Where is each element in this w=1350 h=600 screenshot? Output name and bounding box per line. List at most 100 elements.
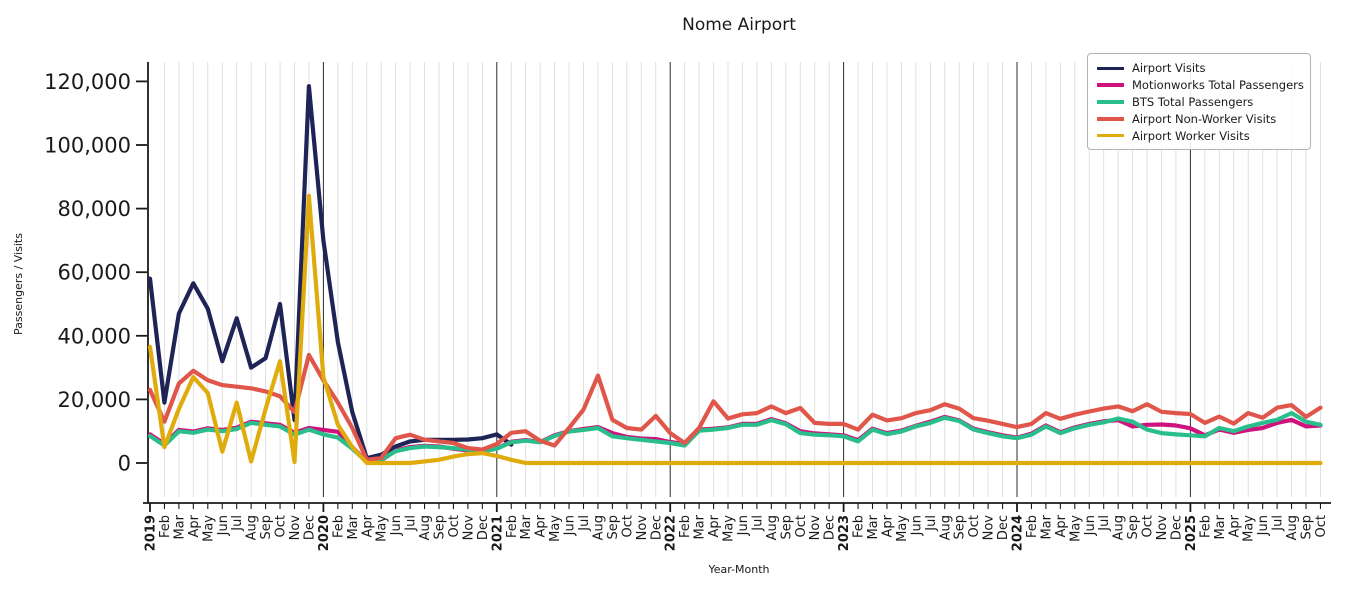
x-tick-label: Nov — [635, 515, 650, 541]
x-tick-label: Oct — [794, 515, 809, 537]
x-tick-label: Nov — [1155, 515, 1170, 541]
x-tick-label: Oct — [1314, 515, 1329, 537]
x-tick-label: Oct — [1141, 515, 1156, 537]
x-tick-label: Apr — [534, 514, 549, 537]
x-tick-label: May — [895, 515, 910, 542]
axes: 0 20,000 40,000 60,000 80,000 100,000 120,000 — [44, 62, 1331, 512]
x-tick-label: Dec — [649, 515, 664, 540]
x-tick-label: Aug — [418, 515, 433, 540]
x-tick-label: 2021 — [490, 515, 505, 551]
x-tick-label: Mar — [519, 514, 534, 539]
x-tick-label: May — [722, 515, 737, 542]
x-tick-label: Feb — [158, 515, 173, 538]
x-tick-label: May — [548, 515, 563, 542]
series-line-airport-visits — [147, 84, 514, 461]
y-tick-label: 20,000 — [58, 388, 131, 412]
x-tick-label: Mar — [1039, 514, 1054, 539]
x-tick-label: Jun — [389, 515, 404, 536]
legend-swatch-worker — [1097, 133, 1124, 138]
y-tick-label: 80,000 — [58, 197, 131, 221]
x-tick-label: Dec — [302, 515, 317, 540]
x-tick-label: Nov — [982, 515, 997, 541]
x-tick-label: Mar — [1213, 514, 1228, 539]
series-lines — [147, 84, 1323, 466]
series-line-motionworks-total-passengers — [147, 414, 1323, 464]
x-tick-label: May — [1068, 515, 1083, 542]
x-tick-label: 2024 — [1011, 515, 1026, 551]
x-tick-label: Oct — [274, 515, 289, 537]
x-tick-label: Aug — [938, 515, 953, 540]
x-tick-label: Aug — [1285, 515, 1300, 540]
legend: Airport Visits Motionworks Total Passeng… — [1087, 53, 1311, 150]
x-tick-label: Oct — [447, 515, 462, 537]
x-tick-label: Dec — [823, 515, 838, 540]
x-tick-label: Jun — [1256, 515, 1271, 536]
x-tick-label: 2025 — [1184, 515, 1199, 551]
legend-label: Motionworks Total Passengers — [1132, 78, 1304, 93]
x-tick-label: Aug — [245, 515, 260, 540]
x-tick-label: 2020 — [317, 515, 332, 551]
x-tick-label: Oct — [967, 515, 982, 537]
y-tick-label: 0 — [118, 452, 131, 476]
x-tick-label: Jul — [577, 515, 592, 532]
y-tick-label: 60,000 — [58, 261, 131, 285]
x-tick-label: Dec — [996, 515, 1011, 540]
x-axis-label: Year-Month — [707, 563, 769, 576]
y-tick-label: 100,000 — [44, 134, 131, 158]
y-tick-label: 40,000 — [58, 324, 131, 348]
legend-label: BTS Total Passengers — [1132, 94, 1254, 109]
series-line-airport-worker-visits — [147, 193, 1323, 466]
x-tick-label: Feb — [331, 515, 346, 538]
x-tick-label: Nov — [288, 515, 303, 541]
x-tick-label: Jun — [216, 515, 231, 536]
x-tick-label: May — [201, 515, 216, 542]
x-tick-label: Dec — [1169, 515, 1184, 540]
legend-swatch-airport-visits — [1097, 66, 1124, 71]
x-tick-label: Jul — [230, 515, 245, 532]
x-tick-label: Jul — [924, 515, 939, 532]
series-line-airport-non-worker-visits — [147, 352, 1323, 462]
x-tick-label: Apr — [187, 514, 202, 537]
x-tick-label: Sep — [606, 515, 621, 540]
x-tick-label: Feb — [1198, 515, 1213, 538]
x-tick-label: Sep — [1126, 515, 1141, 540]
legend-item: Airport Non-Worker Visits — [1097, 110, 1302, 127]
x-tick-label: Mar — [346, 514, 361, 539]
x-tick-label: Jun — [1083, 515, 1098, 536]
x-tick-label: Nov — [461, 515, 476, 541]
legend-swatch-bts — [1097, 100, 1124, 104]
x-tick-label: Feb — [852, 515, 867, 538]
legend-label: Airport Visits — [1132, 61, 1206, 76]
x-tick-label: Jul — [1097, 515, 1112, 532]
x-tick-label: Apr — [1227, 514, 1242, 537]
x-tick-label: Sep — [953, 515, 968, 540]
chart-title: Nome Airport — [682, 15, 796, 35]
x-tick-label: Mar — [866, 514, 881, 539]
legend-item: Airport Visits — [1097, 60, 1302, 77]
x-tick-label: Feb — [678, 515, 693, 538]
x-tick-label: Mar — [693, 514, 708, 539]
x-tick-label: May — [1242, 515, 1257, 542]
x-tick-label: Apr — [707, 514, 722, 537]
x-tick-label: Apr — [880, 514, 895, 537]
x-tick-label: Jul — [750, 515, 765, 532]
legend-label: Airport Non-Worker Visits — [1132, 111, 1277, 126]
x-tick-label: Jun — [909, 515, 924, 536]
x-tick-label: Jul — [1271, 515, 1286, 532]
x-tick-label: Feb — [505, 515, 520, 538]
y-tick-label: 120,000 — [44, 70, 131, 94]
x-tick-label: Jul — [404, 515, 419, 532]
x-tick-label: Aug — [591, 515, 606, 540]
x-tick-label: Mar — [172, 514, 187, 539]
x-tick-label: Aug — [1112, 515, 1127, 540]
legend-item: Airport Worker Visits — [1097, 127, 1302, 144]
x-tick-label: 2022 — [664, 515, 679, 551]
x-tick-label: Apr — [1054, 514, 1069, 537]
x-tick-label: Jun — [736, 515, 751, 536]
x-tick-label: 2023 — [837, 515, 852, 551]
x-tick-label: May — [375, 515, 390, 542]
x-tick-label: Aug — [765, 515, 780, 540]
x-tick-label: Nov — [808, 515, 823, 541]
